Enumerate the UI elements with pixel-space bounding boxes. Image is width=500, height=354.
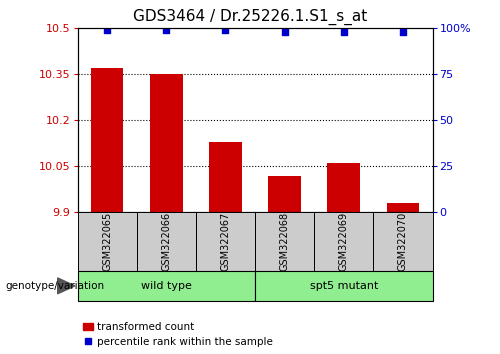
Point [103,27,111,33]
Bar [255,271,432,301]
Legend: transformed count, percentile rank within the sample: transformed count, percentile rank withi… [82,322,273,347]
Text: GSM322066: GSM322066 [161,212,171,271]
Polygon shape [58,278,75,294]
Bar [314,212,374,271]
Point [399,29,407,35]
Bar [255,212,314,271]
Text: GSM322069: GSM322069 [339,212,349,271]
Bar [136,212,196,271]
Text: GDS3464 / Dr.25226.1.S1_s_at: GDS3464 / Dr.25226.1.S1_s_at [133,9,367,25]
Text: genotype/variation: genotype/variation [5,281,104,291]
Bar [196,212,255,271]
Bar [209,142,242,212]
Bar [374,212,432,271]
Bar [386,203,419,212]
Text: GSM322070: GSM322070 [398,212,408,271]
Bar [78,212,136,271]
Bar [150,74,182,212]
Bar [268,176,301,212]
Point [280,29,288,35]
Text: spt5 mutant: spt5 mutant [310,281,378,291]
Point [162,27,170,33]
Point [340,29,348,35]
Text: wild type: wild type [141,281,192,291]
Bar [91,68,124,212]
Text: GSM322065: GSM322065 [102,212,112,271]
Text: GSM322068: GSM322068 [280,212,289,271]
Bar [78,271,255,301]
Bar [328,163,360,212]
Text: GSM322067: GSM322067 [220,212,230,271]
Point [222,27,230,33]
